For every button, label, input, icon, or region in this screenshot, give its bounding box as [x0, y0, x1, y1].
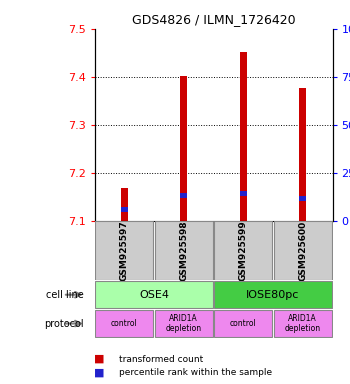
Text: GSM925598: GSM925598: [179, 220, 188, 281]
Text: IOSE80pc: IOSE80pc: [246, 290, 300, 300]
Text: transformed count: transformed count: [119, 354, 203, 364]
Text: OSE4: OSE4: [139, 290, 169, 300]
Bar: [240, 52, 247, 221]
Text: control: control: [230, 319, 257, 328]
FancyBboxPatch shape: [155, 222, 213, 280]
Bar: [299, 196, 306, 200]
Text: protocol: protocol: [44, 318, 84, 329]
Text: cell line: cell line: [46, 290, 84, 300]
FancyBboxPatch shape: [95, 222, 153, 280]
FancyBboxPatch shape: [214, 222, 272, 280]
FancyBboxPatch shape: [274, 222, 332, 280]
Bar: [299, 88, 306, 221]
Text: ARID1A
depletion: ARID1A depletion: [285, 314, 321, 333]
Text: ARID1A
depletion: ARID1A depletion: [166, 314, 202, 333]
Bar: [180, 193, 187, 198]
Text: control: control: [111, 319, 138, 328]
Bar: [121, 188, 128, 221]
Bar: [240, 191, 247, 196]
Text: ■: ■: [94, 354, 108, 364]
Bar: [180, 76, 187, 221]
Text: ■: ■: [94, 367, 108, 377]
FancyBboxPatch shape: [95, 310, 153, 337]
FancyBboxPatch shape: [274, 310, 332, 337]
Text: GSM925597: GSM925597: [120, 220, 129, 281]
Text: percentile rank within the sample: percentile rank within the sample: [119, 368, 272, 377]
Text: GSM925599: GSM925599: [239, 220, 248, 281]
FancyBboxPatch shape: [214, 310, 272, 337]
Title: GDS4826 / ILMN_1726420: GDS4826 / ILMN_1726420: [132, 13, 295, 26]
Bar: [121, 207, 128, 212]
Text: GSM925600: GSM925600: [298, 220, 307, 281]
FancyBboxPatch shape: [155, 310, 213, 337]
FancyBboxPatch shape: [214, 281, 332, 308]
FancyBboxPatch shape: [95, 281, 213, 308]
